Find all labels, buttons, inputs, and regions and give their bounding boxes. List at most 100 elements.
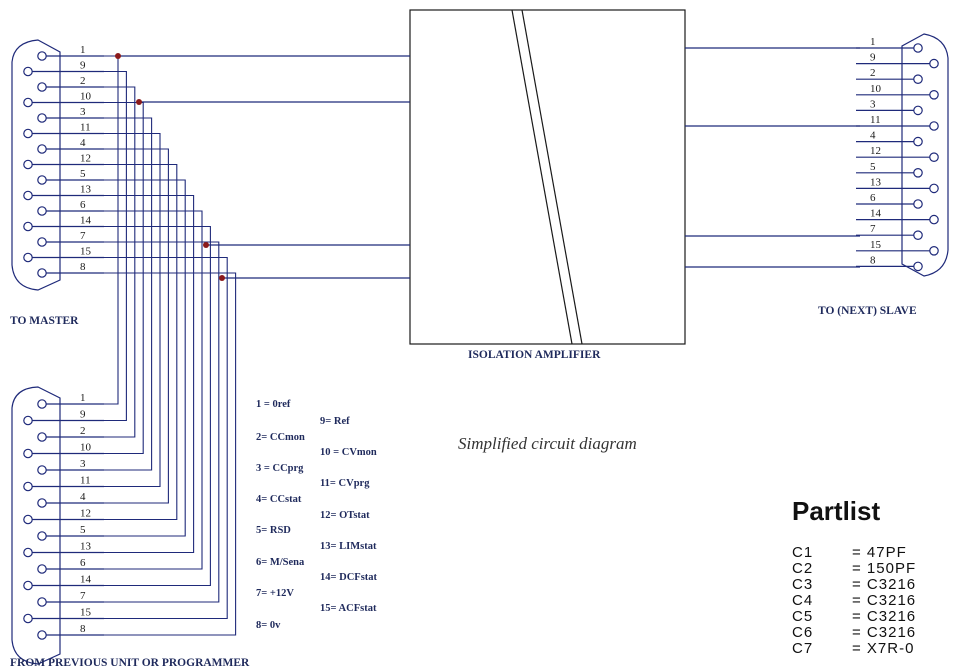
master-pin-label: 7 bbox=[80, 230, 86, 242]
bus-wire-pin-3 bbox=[104, 117, 153, 471]
master-pin-2: 2 bbox=[37, 75, 104, 92]
bus-wire-pin-4 bbox=[104, 148, 169, 504]
master-pin-9-contact bbox=[23, 66, 33, 77]
legend-right-10: 10 = CVmon bbox=[320, 447, 377, 458]
previous-pin-7: 7 bbox=[37, 590, 104, 607]
master-pin-label: 3 bbox=[80, 106, 86, 118]
bus-wire-pin-14 bbox=[104, 225, 211, 587]
bus-wire-pin-2 bbox=[104, 86, 136, 438]
slave-pin-label: 8 bbox=[870, 254, 876, 266]
master-pin-1-contact bbox=[37, 51, 47, 61]
previous-pin-4: 4 bbox=[37, 491, 104, 508]
slave-pin-3-contact bbox=[913, 105, 923, 116]
partlist-ref: C7 bbox=[792, 640, 813, 657]
previous-pin-11-contact bbox=[23, 481, 33, 492]
isolation-barrier-right bbox=[521, 9, 583, 345]
bus-wire-pin-6 bbox=[104, 210, 203, 570]
bus-wire-pin-10 bbox=[104, 101, 144, 455]
master-pin-5-contact bbox=[37, 175, 47, 185]
slave-pin-label: 12 bbox=[870, 145, 881, 157]
slave-pin-label: 14 bbox=[870, 208, 882, 220]
previous-pin-8: 8 bbox=[37, 623, 104, 640]
previous-pin-label: 13 bbox=[80, 541, 92, 553]
junction-node-pin7 bbox=[203, 242, 209, 248]
previous-pin-label: 6 bbox=[80, 557, 86, 569]
master-pin-15: 15 bbox=[23, 246, 104, 263]
master-pin-7-contact bbox=[37, 237, 47, 247]
master-pin-label: 1 bbox=[80, 44, 86, 56]
junction-node-pin1 bbox=[115, 53, 121, 59]
previous-pin-label: 5 bbox=[80, 524, 86, 536]
slave-pin-10: 10 bbox=[856, 83, 939, 100]
partlist-ref: C6 bbox=[792, 624, 813, 641]
pin-legend: 1 = 0ref 2= CCmon 3 = CCprg 4= CCstat 5=… bbox=[256, 399, 378, 631]
previous-pin-12-contact bbox=[23, 514, 33, 525]
slave-pin-label: 2 bbox=[870, 67, 876, 79]
bus-wire-pin-8 bbox=[104, 272, 237, 636]
amplifier-wires bbox=[118, 47, 860, 279]
master-pin-1: 1 bbox=[37, 44, 104, 61]
previous-pin-7-contact bbox=[37, 597, 47, 607]
slave-pin-13: 13 bbox=[856, 176, 939, 194]
bus-wires bbox=[104, 55, 237, 636]
legend-left-8: 8= 0v bbox=[256, 620, 281, 631]
partlist-value: = 47PF bbox=[852, 544, 907, 561]
master-pin-3: 3 bbox=[37, 106, 104, 123]
previous-pin-9-contact bbox=[23, 415, 33, 426]
bus-wire-pin-1 bbox=[104, 55, 119, 405]
previous-caption: FROM PREVIOUS UNIT OR PROGRAMMER bbox=[10, 657, 250, 669]
isolation-amplifier bbox=[409, 9, 686, 345]
master-pin-2-contact bbox=[37, 82, 47, 92]
slave-pin-label: 3 bbox=[870, 98, 876, 110]
previous-pin-2: 2 bbox=[37, 425, 104, 442]
partlist-ref: C4 bbox=[792, 592, 813, 609]
partlist-value: = C3216 bbox=[852, 608, 916, 625]
slave-pin-15: 15 bbox=[856, 239, 939, 256]
master-pin-8: 8 bbox=[37, 261, 104, 278]
partlist-value: = 150PF bbox=[852, 560, 916, 577]
previous-pin-12: 12 bbox=[23, 508, 104, 525]
previous-pin-label: 14 bbox=[80, 574, 92, 586]
slave-pin-2: 2 bbox=[856, 67, 923, 84]
legend-left-4: 4= CCstat bbox=[256, 494, 302, 505]
master-pin-14: 14 bbox=[23, 215, 104, 232]
previous-pin-15: 15 bbox=[23, 607, 104, 624]
slave-pin-12: 12 bbox=[856, 145, 939, 162]
partlist-ref: C1 bbox=[792, 544, 813, 561]
master-pin-12: 12 bbox=[23, 153, 104, 170]
slave-pin-1-contact bbox=[913, 43, 923, 53]
bus-wire-pin-5 bbox=[104, 179, 186, 537]
legend-left-3: 3 = CCprg bbox=[256, 463, 304, 474]
master-pin-5: 5 bbox=[37, 168, 104, 185]
previous-pin-label: 10 bbox=[80, 442, 92, 454]
master-pin-7: 7 bbox=[37, 230, 104, 247]
previous-pin-label: 7 bbox=[80, 590, 86, 602]
previous-pin-1: 1 bbox=[37, 392, 104, 409]
previous-pin-6-contact bbox=[37, 564, 47, 574]
master-connector-body bbox=[11, 39, 61, 291]
master-pin-13-contact bbox=[23, 190, 33, 201]
previous-pin-15-contact bbox=[23, 613, 33, 624]
slave-pin-6-contact bbox=[913, 199, 923, 209]
master-pin-label: 12 bbox=[80, 153, 91, 165]
previous-pin-2-contact bbox=[37, 432, 47, 442]
slave-pin-8: 8 bbox=[856, 254, 923, 272]
bus-wire-pin-12 bbox=[104, 163, 178, 521]
slave-pin-label: 5 bbox=[870, 161, 876, 173]
previous-pin-10-contact bbox=[23, 448, 33, 459]
slave-pin-label: 13 bbox=[870, 176, 882, 188]
previous-connector-body bbox=[11, 386, 61, 665]
previous-pin-1-contact bbox=[37, 399, 47, 409]
slave-pin-label: 11 bbox=[870, 114, 881, 126]
master-pin-4: 4 bbox=[37, 137, 104, 154]
master-pin-15-contact bbox=[23, 252, 33, 263]
legend-right-9: 9= Ref bbox=[320, 416, 350, 427]
master-pin-label: 11 bbox=[80, 122, 91, 134]
slave-pin-5-contact bbox=[913, 168, 923, 178]
amplifier-box bbox=[409, 9, 686, 345]
previous-pin-14-contact bbox=[23, 580, 33, 591]
slave-pin-14-contact bbox=[929, 214, 939, 225]
slave-pins: 1 9 2 10 3 11 4 12 5 13 6 14 7 15 8 bbox=[856, 36, 939, 272]
master-pin-6-contact bbox=[37, 206, 47, 216]
master-pin-6: 6 bbox=[37, 199, 104, 216]
